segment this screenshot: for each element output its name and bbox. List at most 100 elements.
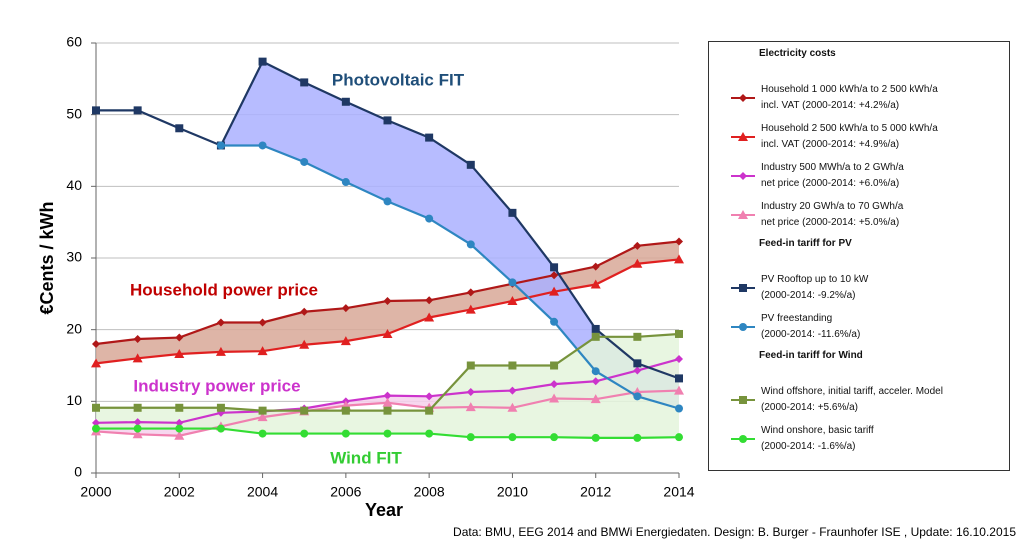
legend-section: Feed-in tariff for Wind xyxy=(759,350,863,361)
legend-label: Industry 500 MWh/a to 2 GWh/a net price … xyxy=(761,162,904,189)
y-tick-label: 50 xyxy=(66,105,82,121)
y-tick-label: 30 xyxy=(66,249,82,265)
y-axis-label: €Cents / kWh xyxy=(37,201,57,314)
y-tick-label: 0 xyxy=(74,464,82,480)
marker xyxy=(132,429,143,439)
marker xyxy=(550,380,559,389)
marker xyxy=(633,433,642,442)
marker xyxy=(675,355,683,364)
legend-swatch xyxy=(731,284,755,292)
legend-label: Household 2 500 kWh/a to 5 000 kWh/a inc… xyxy=(761,123,938,150)
marker xyxy=(738,210,748,219)
marker xyxy=(133,418,142,427)
marker xyxy=(216,424,225,433)
marker xyxy=(341,406,350,415)
marker xyxy=(739,94,747,102)
marker xyxy=(675,404,683,413)
marker xyxy=(216,403,225,412)
marker xyxy=(591,433,600,442)
x-tick-label: 2004 xyxy=(247,484,278,500)
marker xyxy=(257,412,268,422)
source-note: Data: BMU, EEG 2014 and BMWi Energiedate… xyxy=(453,525,1016,539)
marker xyxy=(258,141,267,150)
marker xyxy=(175,333,184,342)
marker xyxy=(590,279,601,289)
legend-swatch xyxy=(731,94,755,102)
marker xyxy=(300,307,309,316)
legend-swatch xyxy=(731,210,755,219)
marker xyxy=(739,172,747,180)
legend-label: Household 1 000 kWh/a to 2 500 kWh/a inc… xyxy=(761,84,938,111)
marker xyxy=(465,304,476,314)
marker xyxy=(383,197,392,206)
legend-label: PV freestanding (2000-2014: -11.6%/a) xyxy=(761,313,861,340)
marker xyxy=(739,396,747,404)
marker xyxy=(300,406,309,415)
marker xyxy=(382,328,393,338)
marker xyxy=(425,406,434,415)
marker xyxy=(508,361,517,370)
marker xyxy=(258,429,267,438)
marker xyxy=(92,418,100,427)
x-tick-label: 2014 xyxy=(663,484,694,500)
x-tick-label: 2000 xyxy=(80,484,111,500)
legend-swatch xyxy=(731,172,755,180)
marker xyxy=(550,263,559,272)
marker xyxy=(466,388,475,397)
marker xyxy=(175,124,184,133)
y-tick-label: 20 xyxy=(66,320,82,336)
marker xyxy=(550,433,559,442)
marker xyxy=(508,278,517,287)
marker xyxy=(92,106,100,115)
marker xyxy=(299,339,310,349)
marker xyxy=(550,361,559,370)
marker xyxy=(591,324,600,333)
marker xyxy=(507,296,518,305)
marker xyxy=(465,402,476,412)
legend-section: Electricity costs xyxy=(759,48,836,59)
marker xyxy=(633,241,642,250)
legend-label: Wind onshore, basic tariff (2000-2014: -… xyxy=(761,425,874,452)
marker xyxy=(591,262,600,271)
marker xyxy=(382,397,393,407)
marker xyxy=(425,429,434,438)
marker xyxy=(258,318,267,327)
marker xyxy=(633,366,642,375)
marker xyxy=(507,402,518,412)
marker xyxy=(466,361,475,370)
marker xyxy=(425,214,434,223)
legend-item: PV freestanding (2000-2014: -11.6%/a) xyxy=(731,311,860,343)
band-fill xyxy=(220,61,679,409)
marker xyxy=(508,208,517,217)
legend-item: Household 2 500 kWh/a to 5 000 kWh/a inc… xyxy=(731,121,938,153)
marker xyxy=(591,367,600,376)
marker xyxy=(383,406,392,415)
legend-swatch xyxy=(731,396,755,404)
marker xyxy=(675,237,683,246)
marker xyxy=(133,334,142,343)
x-tick-label: 2006 xyxy=(330,484,361,500)
marker xyxy=(216,318,225,327)
series-line xyxy=(220,144,680,410)
y-tick-label: 10 xyxy=(66,392,82,408)
marker xyxy=(300,157,309,166)
x-tick-label: 2012 xyxy=(580,484,611,500)
marker xyxy=(174,349,185,359)
legend-item: Wind offshore, initial tariff, acceler. … xyxy=(731,384,943,416)
marker xyxy=(341,429,350,438)
marker xyxy=(466,288,475,297)
marker xyxy=(550,271,559,280)
legend: Electricity costs Household 1 000 kWh/a t… xyxy=(708,41,1010,471)
x-axis-label: Year xyxy=(365,500,403,520)
marker xyxy=(632,258,643,268)
marker xyxy=(174,430,185,440)
marker xyxy=(175,403,184,412)
annotation: Household power price xyxy=(130,280,318,299)
marker xyxy=(466,160,475,169)
marker xyxy=(341,178,350,187)
annotation: Wind FIT xyxy=(330,448,402,467)
marker xyxy=(633,392,642,401)
marker xyxy=(175,424,184,433)
marker xyxy=(739,435,747,443)
